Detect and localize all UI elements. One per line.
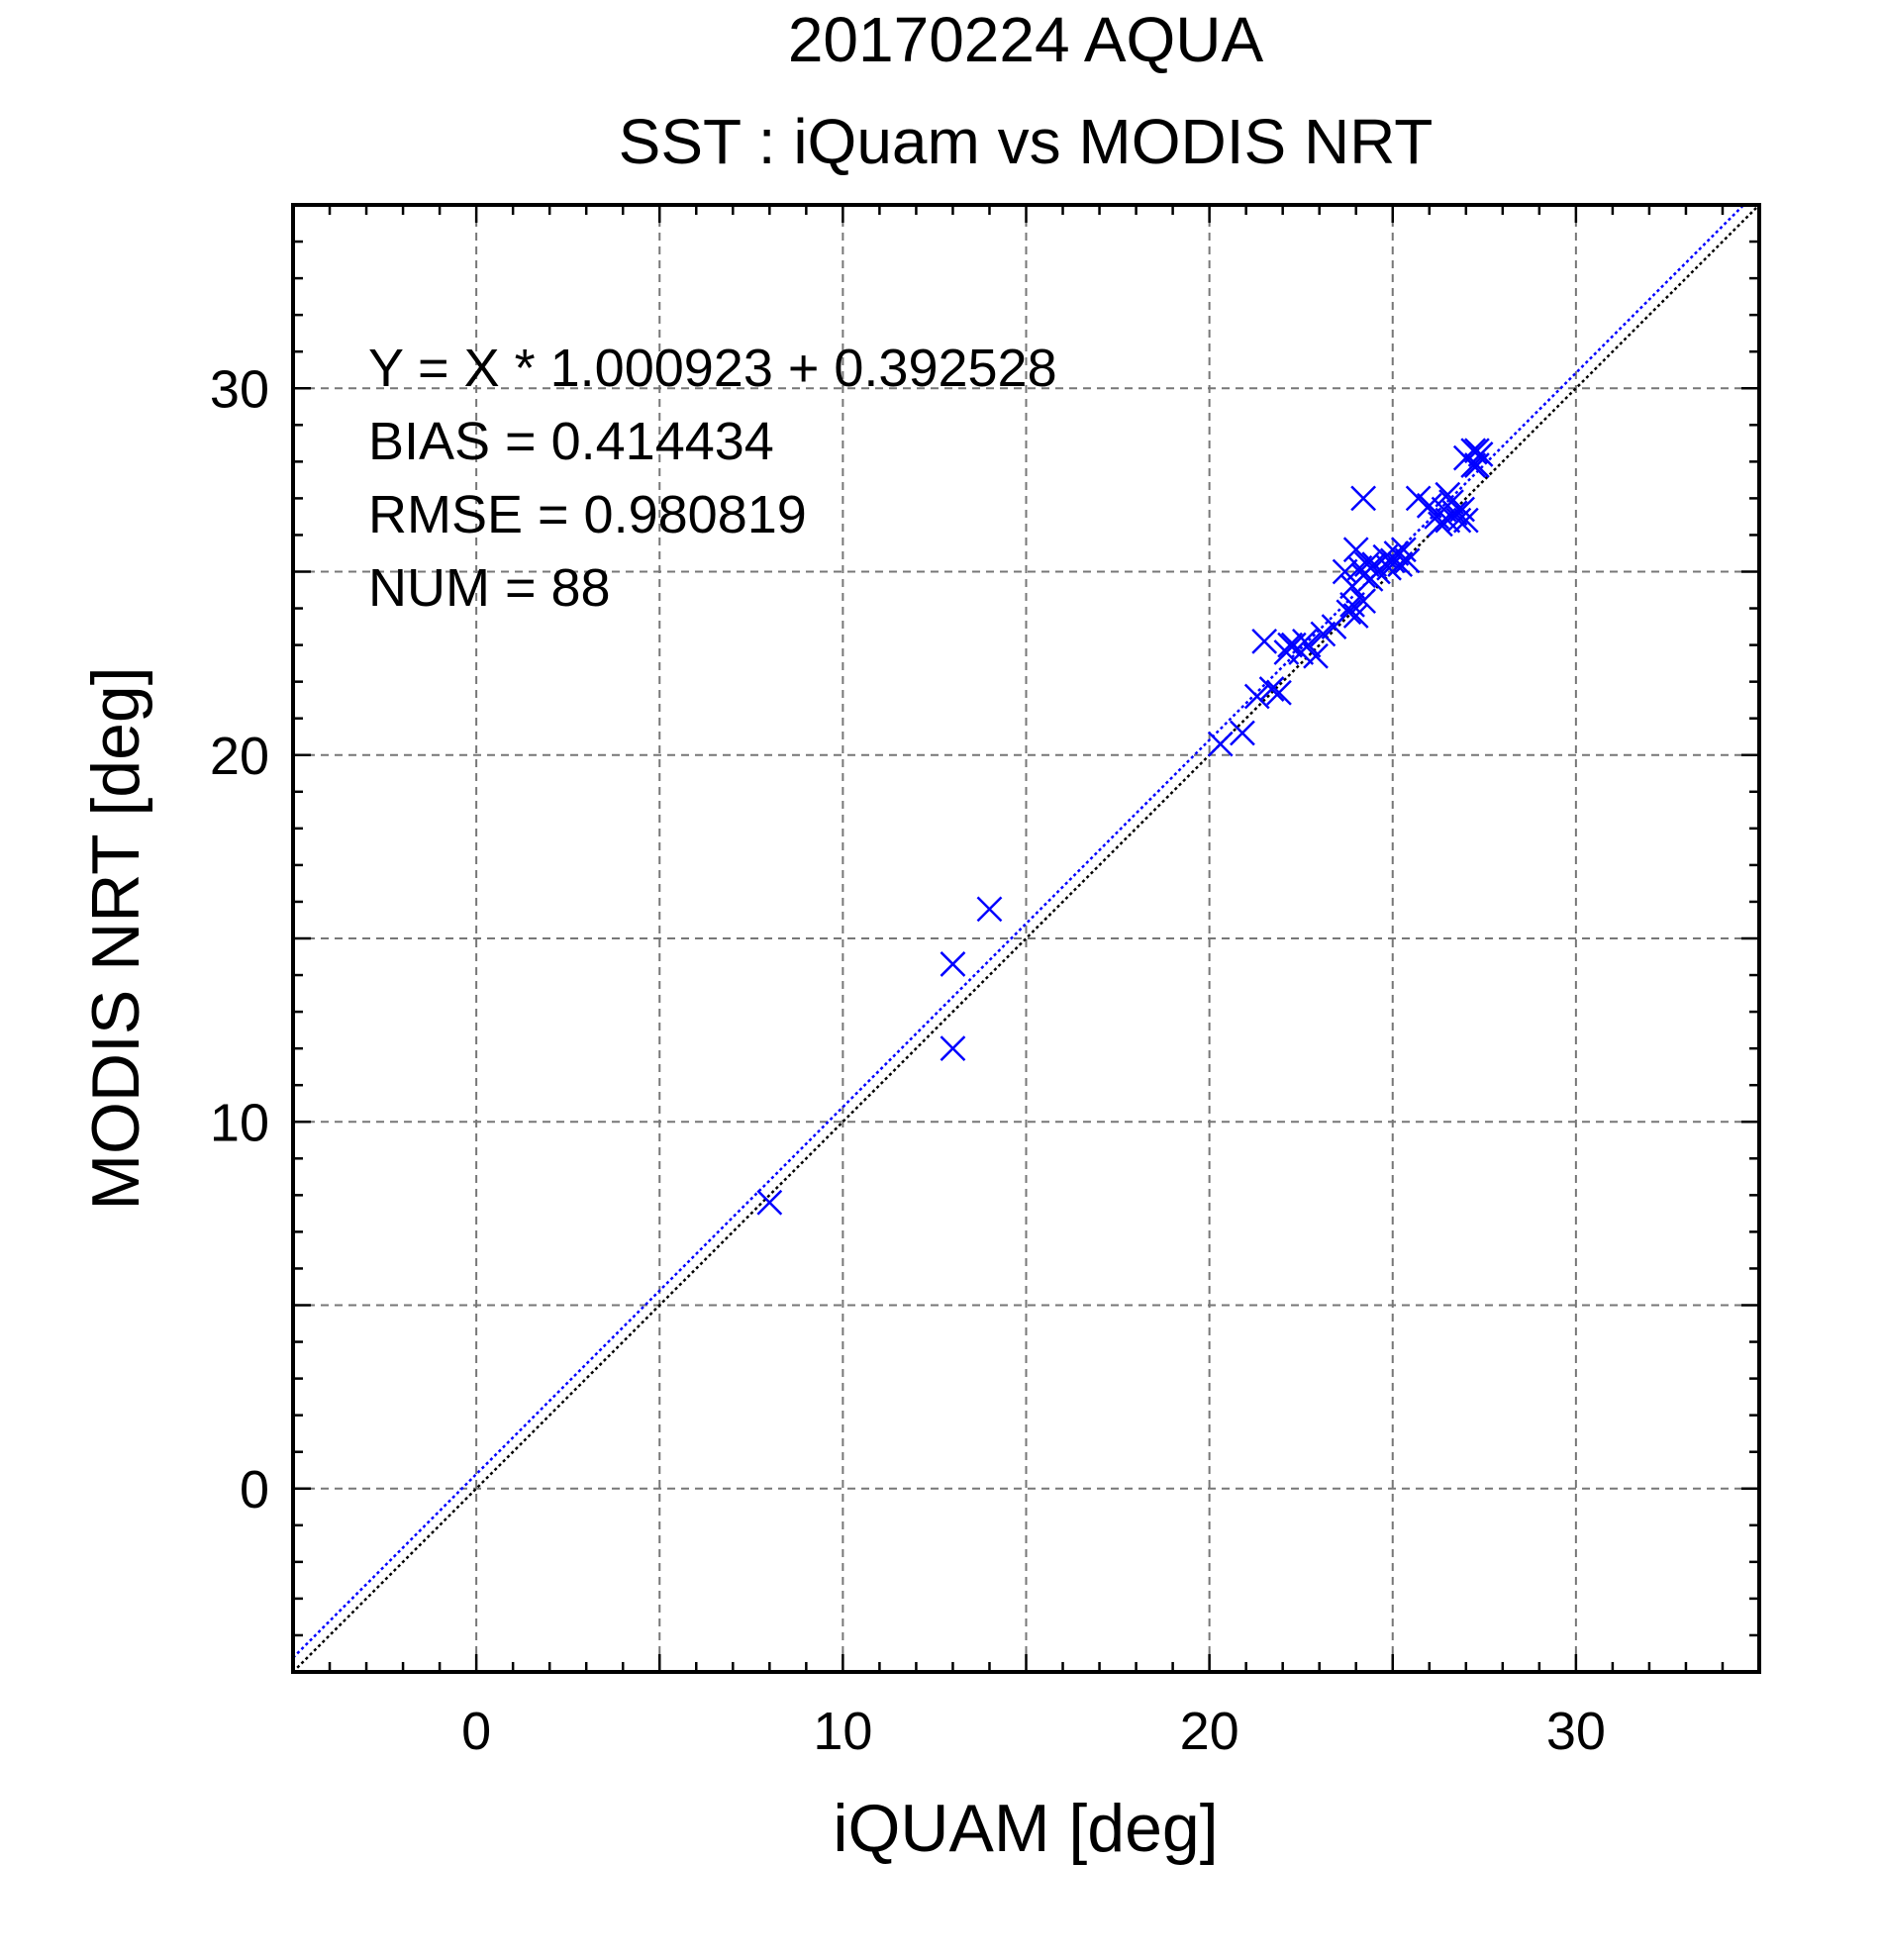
data-point — [1390, 537, 1417, 563]
x-tick-label: 0 — [461, 1702, 491, 1761]
grid — [293, 205, 1759, 1672]
data-point — [1460, 452, 1487, 478]
regression-equation: Y = X * 1.000923 + 0.392528 — [368, 339, 1057, 398]
data-point — [1310, 621, 1336, 647]
data-point — [1350, 588, 1377, 615]
data-point — [1207, 731, 1234, 757]
reference-lines — [293, 205, 1759, 1672]
data-point — [1441, 500, 1468, 527]
x-tick-label: 30 — [1546, 1702, 1606, 1761]
data-point — [1243, 683, 1270, 710]
data-point — [1416, 492, 1442, 519]
x-tick-label: 20 — [1180, 1702, 1239, 1761]
y-tick-label: 30 — [210, 359, 269, 419]
rmse-value: RMSE = 0.980819 — [368, 485, 807, 544]
num-value: NUM = 88 — [368, 558, 611, 618]
data-point — [1464, 438, 1490, 464]
one-to-one-line — [293, 205, 1759, 1672]
data-point — [1266, 679, 1292, 706]
data-point — [1258, 676, 1285, 702]
data-point — [1336, 599, 1362, 626]
y-axis-label: MODIS NRT [deg] — [78, 666, 153, 1210]
data-point — [756, 1189, 783, 1216]
bias-value: BIAS = 0.414434 — [368, 412, 774, 471]
x-tick-label: 10 — [813, 1702, 872, 1761]
stats-annotation: Y = X * 1.000923 + 0.392528 BIAS = 0.414… — [368, 339, 1057, 618]
y-tick-label: 20 — [210, 727, 269, 786]
data-point — [1452, 507, 1479, 534]
data-point — [1277, 632, 1303, 658]
y-tick-label: 0 — [240, 1460, 269, 1519]
data-point — [1303, 642, 1329, 669]
x-axis-label: iQUAM [deg] — [833, 1791, 1218, 1866]
data-point — [1342, 603, 1369, 629]
data-point — [1342, 537, 1369, 563]
plot-frame — [291, 203, 1761, 1674]
data-point — [1387, 551, 1414, 577]
y-tick-label: 10 — [210, 1093, 269, 1152]
y-tick-labels: 0 10 20 30 — [210, 359, 269, 1519]
data-point — [940, 951, 966, 977]
data-point — [1435, 481, 1461, 508]
x-tick-labels: 0 10 20 30 — [461, 1702, 1606, 1761]
data-point — [940, 1035, 966, 1062]
data-point — [1230, 720, 1255, 746]
data-point — [1350, 485, 1377, 512]
chart-subtitle: SST : iQuam vs MODIS NRT — [619, 106, 1434, 177]
data-point — [1292, 629, 1318, 654]
regression-line — [293, 205, 1746, 1659]
chart-title: 20170224 AQUA — [788, 4, 1264, 75]
data-points — [756, 438, 1494, 1216]
data-point — [1353, 551, 1380, 577]
data-point — [976, 896, 1003, 923]
data-point — [1251, 629, 1278, 654]
